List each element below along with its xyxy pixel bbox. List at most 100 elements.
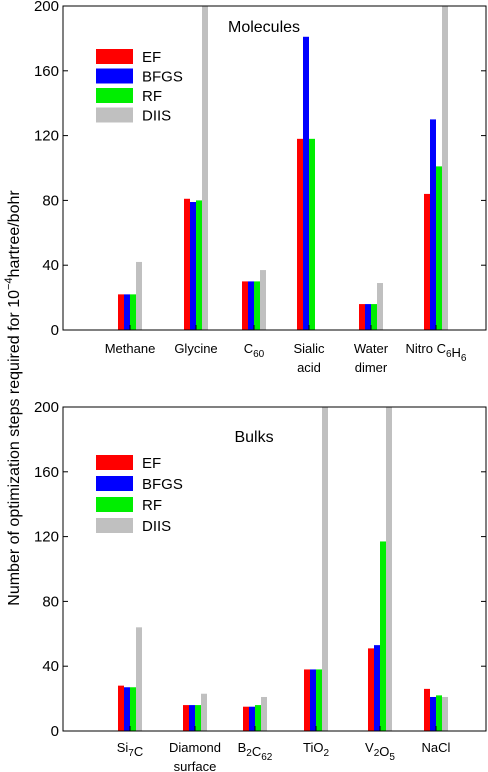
y-tick-label: 120 [34,529,59,546]
y-tick-label: 0 [51,723,59,740]
bar-bfgs-2 [189,705,195,731]
legend-swatch-bfgs [96,476,133,491]
y-tick-label: 40 [42,658,59,675]
legend-label-rf: RF [142,497,162,514]
bar-ef-5 [368,648,374,731]
bar-diis-6 [442,696,448,731]
x-tick-label-part: TiO [303,740,323,755]
y-tick-label: 200 [34,0,59,15]
bar-ef-3 [243,706,249,731]
legend-swatch-diis [96,518,133,533]
y-axis-label-main: Number of optimization steps required fo… [6,290,23,606]
x-tick-label-part: Si [117,740,129,755]
plot-frame [62,406,487,732]
bar-diis-1 [136,261,142,330]
x-tick-label: Water [354,341,389,356]
x-tick-label-part: Sialic [293,341,325,356]
bar-bfgs-2 [190,202,196,330]
bar-diis-3 [260,270,266,330]
legend-swatch-diis [96,107,133,123]
bar-rf-3 [255,705,261,731]
chart-title: Molecules [228,19,300,36]
x-tick-label-part: 2 [323,748,329,759]
legend-swatch-ef [96,49,133,64]
bar-ef-3 [242,281,248,330]
x-tick-label-part: 5 [389,752,395,763]
bar-rf-4 [316,669,322,731]
x-tick-label: Methane [105,341,156,356]
x-tick-label-part: Nitro C [406,341,446,356]
bar-ef-2 [183,705,189,731]
x-tick-label-part: Diamond [169,740,221,755]
x-tick-label: Si7C [117,740,144,759]
bar-bfgs-3 [248,281,254,330]
x-tick-label-part: C [252,744,261,759]
y-axis-label-exponent: −4 [3,277,15,290]
bar-ef-4 [297,138,303,330]
bar-ef-2 [184,198,190,330]
x-tick-label-part: Glycine [174,341,217,356]
bar-bfgs-1 [124,294,130,330]
y-tick-label: 80 [42,593,59,610]
legend-label-bfgs: BFGS [142,69,183,86]
bar-rf-4 [309,138,315,330]
bar-bfgs-6 [430,119,436,331]
x-tick-label: NaCl [422,740,451,755]
bar-rf-5 [371,304,377,330]
bar-rf-2 [196,200,202,330]
chart-title: Bulks [234,429,273,446]
bar-bfgs-3 [249,706,255,731]
bar-rf-6 [436,695,442,731]
x-tick-label: TiO2 [303,740,329,759]
bar-diis-6 [442,6,448,330]
bar-rf-6 [436,166,442,330]
bar-diis-1 [136,627,142,731]
x-tick-label-part: 62 [261,752,273,763]
y-tick-label: 120 [34,128,59,145]
bar-ef-1 [118,685,124,731]
bar-bfgs-4 [310,669,316,731]
bar-rf-3 [254,281,260,330]
x-tick-label: C60 [244,341,265,360]
legend-label-rf: RF [142,88,162,105]
bar-diis-4 [322,407,328,731]
x-tick-label-part: NaCl [422,740,451,755]
x-tick-label: dimer [355,360,388,375]
x-tick-label-part: 7 [128,748,134,759]
x-tick-label-part: surface [174,759,217,772]
bar-ef-4 [304,669,310,731]
x-tick-label: Nitro C6H6 [406,341,467,364]
bar-bfgs-5 [374,645,380,731]
x-tick-label-part: B [238,740,247,755]
x-tick-label-part: O [379,744,389,759]
bar-rf-1 [130,687,136,731]
x-tick-label-part: V [365,740,374,755]
y-tick-label: 160 [34,63,59,80]
bar-bfgs-6 [430,696,436,731]
legend-label-ef: EF [142,455,161,472]
x-tick-label-part: Water [354,341,389,356]
y-tick-label: 200 [34,399,59,416]
legend-label-bfgs: BFGS [142,476,183,493]
bar-bfgs-1 [124,687,130,731]
bar-ef-6 [424,193,430,330]
x-tick-label: acid [297,360,321,375]
bar-diis-5 [386,407,392,731]
x-tick-label: surface [174,759,217,772]
bar-bfgs-5 [365,304,371,330]
x-tick-label-part: C [244,341,253,356]
x-tick-label-part: C [134,744,143,759]
bar-rf-1 [130,294,136,330]
x-tick-label-part: acid [297,360,321,375]
bar-rf-5 [380,541,386,731]
x-tick-label: V2O5 [365,740,395,763]
x-tick-label-part: 6 [461,353,467,364]
x-tick-label: Glycine [174,341,217,356]
bar-diis-3 [261,696,267,731]
x-tick-label-part: 60 [253,349,265,360]
legend-label-diis: DIIS [142,518,171,535]
bar-bfgs-4 [303,36,309,330]
bar-rf-2 [195,705,201,731]
